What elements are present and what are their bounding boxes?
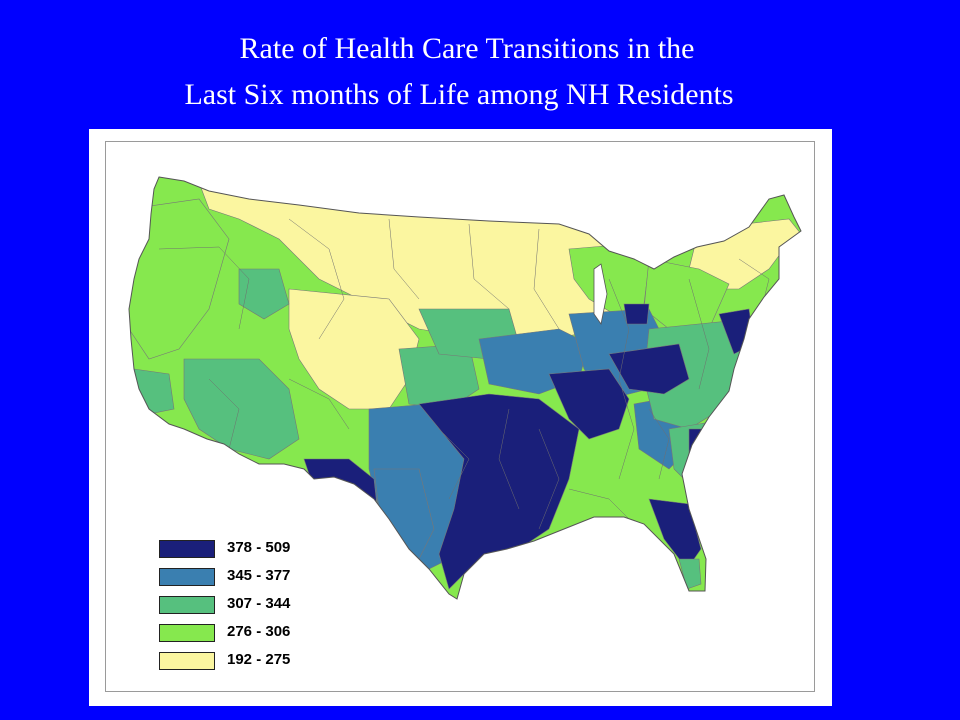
legend: 378 - 509 345 - 377 307 - 344 276 - 306 192 … <box>159 538 299 678</box>
title-line-1: Rate of Health Care Transitions in the <box>239 32 695 65</box>
legend-label: 307 - 344 <box>227 595 291 612</box>
legend-label: 345 - 377 <box>227 567 291 584</box>
map-frame <box>105 141 815 692</box>
title-line-2: Last Six months of Life among NH Residen… <box>184 78 734 111</box>
us-outline <box>128 176 802 600</box>
legend-label: 192 - 275 <box>227 651 291 668</box>
legend-label: 276 - 306 <box>227 623 291 640</box>
legend-swatch <box>159 540 215 558</box>
legend-swatch <box>159 652 215 670</box>
map-panel: 378 - 509 345 - 377 307 - 344 276 - 306 192 … <box>89 129 832 706</box>
legend-item: 307 - 344 <box>159 594 299 622</box>
legend-swatch <box>159 568 215 586</box>
legend-swatch <box>159 596 215 614</box>
legend-item: 378 - 509 <box>159 538 299 566</box>
legend-item: 276 - 306 <box>159 622 299 650</box>
legend-item: 192 - 275 <box>159 650 299 678</box>
legend-swatch <box>159 624 215 642</box>
us-map <box>128 176 802 600</box>
legend-label: 378 - 509 <box>227 539 291 556</box>
lake-michigan <box>593 263 608 325</box>
legend-item: 345 - 377 <box>159 566 299 594</box>
